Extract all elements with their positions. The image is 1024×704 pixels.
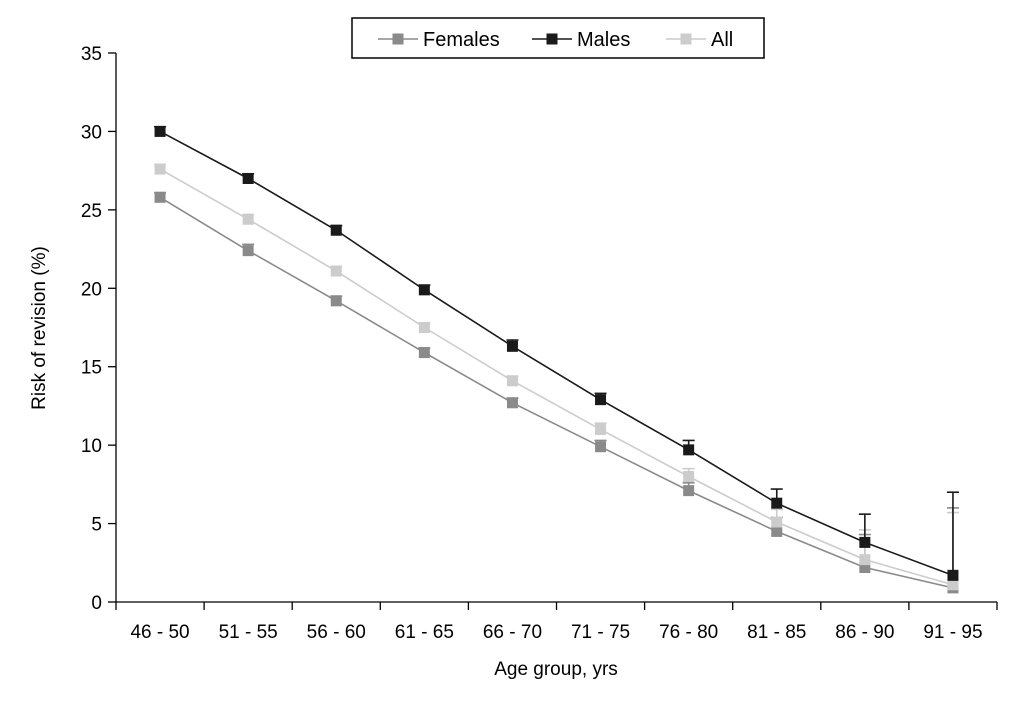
series-line bbox=[159, 130, 954, 577]
data-point bbox=[947, 579, 959, 591]
data-point bbox=[595, 441, 607, 453]
x-axis-ticks: 46 - 50 51 - 55 56 - 60 61 - 65 66 - 70 71 - … bbox=[115, 602, 998, 643]
data-point bbox=[771, 525, 783, 537]
legend-label: Males bbox=[577, 29, 630, 51]
y-tick-label: 15 bbox=[81, 358, 102, 379]
x-tick-label: 76 - 80 bbox=[659, 622, 718, 643]
data-point bbox=[859, 561, 871, 573]
legend-label: All bbox=[711, 29, 733, 51]
y-axis-title: Risk of revision (%) bbox=[29, 246, 50, 410]
x-tick-label: 61 - 65 bbox=[395, 622, 454, 643]
x-tick-label: 71 - 75 bbox=[571, 622, 630, 643]
legend-marker bbox=[680, 33, 692, 45]
legend-box bbox=[351, 17, 765, 59]
y-tick-label: 20 bbox=[81, 279, 102, 300]
data-point bbox=[242, 245, 254, 257]
data-point bbox=[154, 163, 166, 175]
legend-marker bbox=[392, 33, 404, 45]
data-point bbox=[859, 554, 871, 566]
x-tick-label: 66 - 70 bbox=[483, 622, 542, 643]
y-tick-label: 5 bbox=[91, 515, 102, 536]
x-tick-label: 81 - 85 bbox=[747, 622, 806, 643]
data-point bbox=[242, 213, 254, 225]
data-point bbox=[330, 265, 342, 277]
y-tick-label: 35 bbox=[81, 44, 102, 65]
data-point bbox=[771, 516, 783, 528]
legend: Females Males All bbox=[351, 17, 765, 59]
data-point bbox=[506, 375, 518, 387]
series-layer bbox=[154, 125, 959, 594]
legend-item-all: All bbox=[666, 29, 733, 51]
legend-marker bbox=[546, 33, 558, 45]
x-axis-title: Age group, yrs bbox=[494, 659, 618, 680]
y-tick-label: 0 bbox=[91, 593, 102, 614]
series-males bbox=[154, 125, 959, 581]
data-point bbox=[506, 340, 518, 352]
x-tick-label: 51 - 55 bbox=[219, 622, 278, 643]
series-line bbox=[159, 196, 954, 589]
data-point bbox=[242, 172, 254, 184]
data-point bbox=[595, 423, 607, 435]
data-point bbox=[595, 394, 607, 406]
data-point bbox=[859, 536, 871, 548]
data-point bbox=[418, 322, 430, 333]
data-point bbox=[330, 295, 342, 307]
legend-label: Females bbox=[423, 29, 500, 51]
data-point bbox=[154, 125, 166, 137]
data-point bbox=[418, 284, 430, 296]
data-point bbox=[771, 497, 783, 509]
x-tick-label: 91 - 95 bbox=[923, 622, 982, 643]
x-tick-label: 56 - 60 bbox=[307, 622, 366, 643]
legend-item-females: Females bbox=[378, 29, 500, 51]
y-tick-label: 25 bbox=[81, 201, 102, 222]
series-all bbox=[154, 163, 959, 591]
x-tick-label: 46 - 50 bbox=[130, 622, 189, 643]
y-tick-label: 10 bbox=[81, 436, 102, 457]
data-point bbox=[418, 347, 430, 359]
data-point bbox=[154, 191, 166, 203]
series-line bbox=[159, 168, 954, 586]
y-axis-ticks: 0 5 10 15 20 25 30 35 bbox=[81, 44, 116, 614]
data-point bbox=[947, 569, 959, 581]
data-point bbox=[683, 471, 695, 483]
x-tick-label: 86 - 90 bbox=[835, 622, 894, 643]
y-tick-label: 30 bbox=[81, 122, 102, 143]
data-point bbox=[330, 224, 342, 236]
data-point bbox=[683, 485, 695, 497]
data-point bbox=[683, 444, 695, 456]
legend-item-males: Males bbox=[532, 29, 630, 51]
series-females bbox=[154, 191, 959, 594]
data-point bbox=[506, 397, 518, 409]
